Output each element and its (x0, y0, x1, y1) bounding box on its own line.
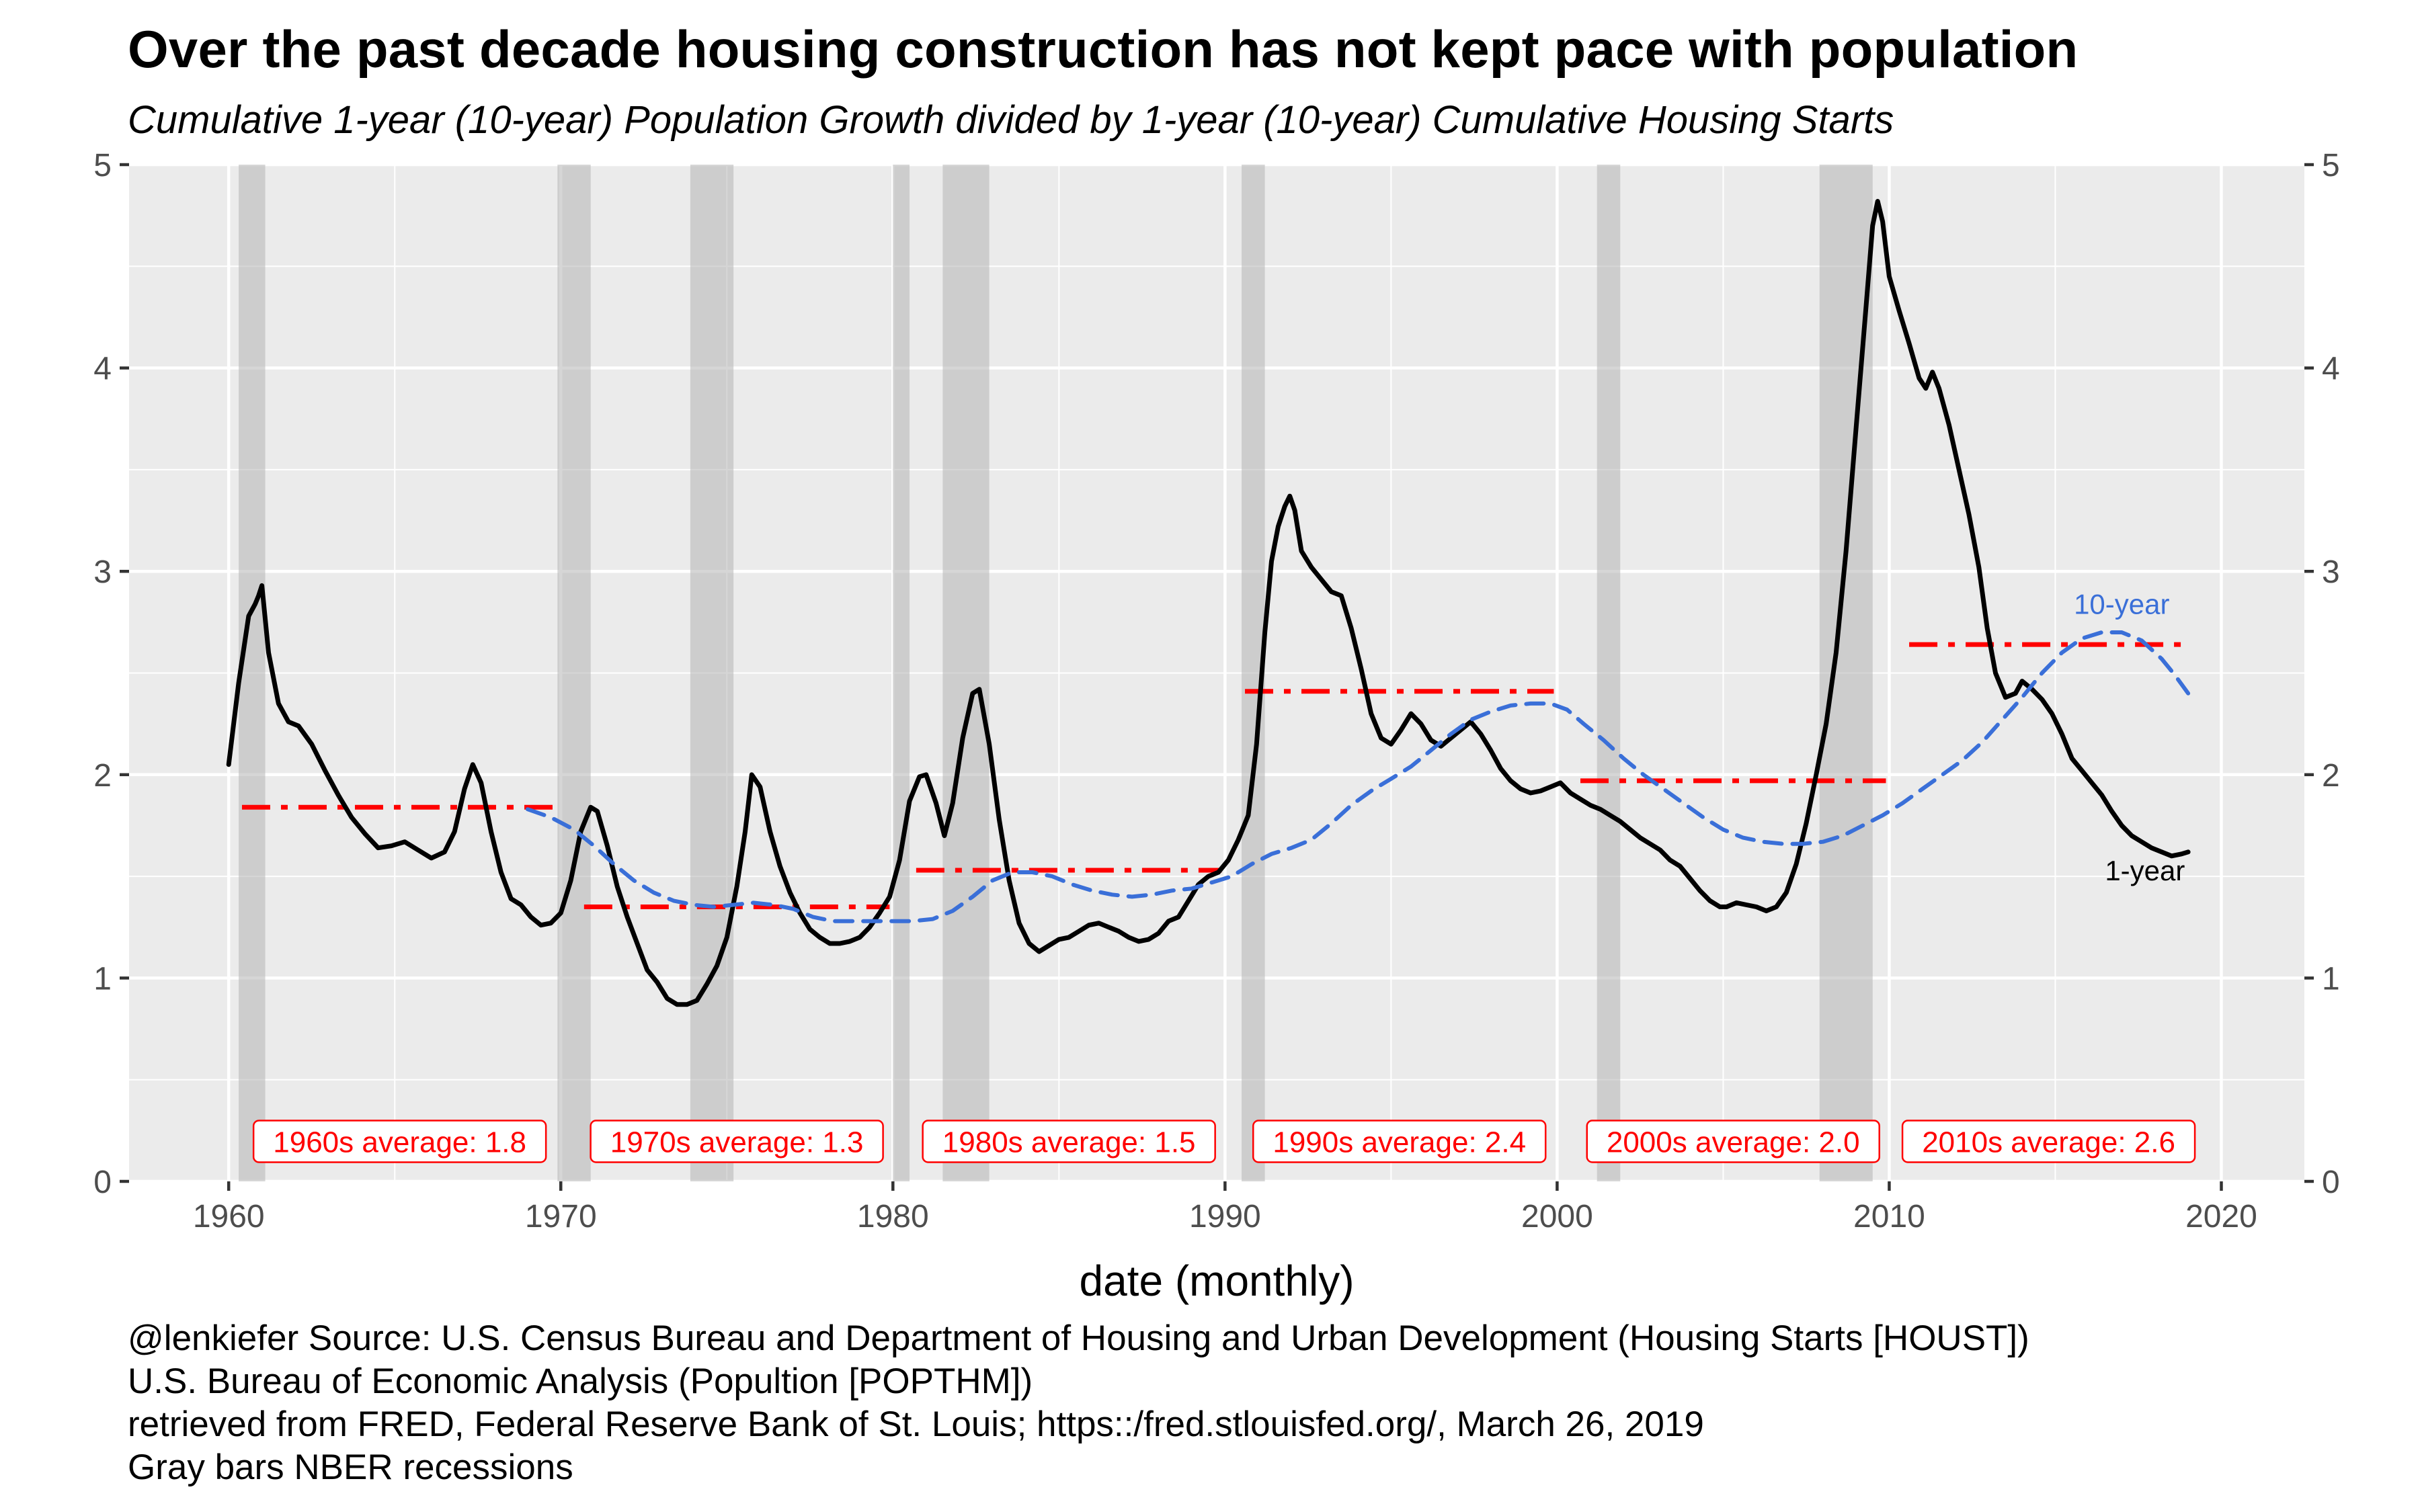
y-tick-label-right: 4 (2322, 351, 2340, 387)
series-line-1-year (226, 199, 2191, 1007)
x-axis-title: date (monthly) (1079, 1257, 1354, 1305)
y-tick-label-left: 0 (93, 1165, 112, 1200)
y-tick-label-left: 3 (93, 554, 112, 590)
decade-average-lines (241, 642, 2189, 909)
caption-line: retrieved from FRED, Federal Reserve Ban… (128, 1404, 1704, 1444)
decade-average-label-box (590, 1120, 884, 1163)
decade-average-label-box (252, 1120, 547, 1163)
decade-average-label-box (1901, 1120, 2196, 1163)
decade-average-label-box (922, 1120, 1216, 1163)
annotation-labels: 1960s average: 1.8 1970s average: 1.3 1980… (252, 589, 2196, 1163)
caption-line: U.S. Bureau of Economic Analysis (Popult… (128, 1361, 1033, 1401)
x-tick-label: 2020 (2185, 1199, 2257, 1234)
y-tick-label-right: 0 (2322, 1165, 2340, 1200)
decade-average-label: 1970s average: 1.3 (610, 1126, 864, 1159)
series-label-1-year: 1-year (2105, 855, 2185, 886)
decade-average-label: 1990s average: 2.4 (1273, 1126, 1526, 1159)
y-tick-label-left: 4 (93, 351, 112, 387)
x-tick-label: 1980 (857, 1199, 929, 1234)
decade-average-label-box (1586, 1120, 1880, 1163)
y-tick-label-left: 1 (93, 961, 112, 997)
y-tick-label-left: 5 (93, 148, 112, 183)
y-tick-label-right: 1 (2322, 961, 2340, 997)
source-caption: @lenkiefer Source: U.S. Census Bureau an… (128, 1317, 2029, 1489)
axes: 0 0 1 1 2 2 3 3 4 4 5 5 1960 1970 1980 1990 2000 2010 2020… (93, 148, 2339, 1305)
decade-average-label: 1960s average: 1.8 (273, 1126, 526, 1159)
decade-average-label: 2000s average: 2.0 (1607, 1126, 1860, 1159)
x-tick-label: 1960 (193, 1199, 265, 1234)
caption-line: Gray bars NBER recessions (128, 1447, 573, 1487)
decade-average-label-box (1252, 1120, 1547, 1163)
x-tick-label: 1970 (525, 1199, 597, 1234)
recession-bar (690, 165, 734, 1181)
decade-average-label: 1980s average: 1.5 (942, 1126, 1196, 1159)
recession-bar (942, 165, 990, 1181)
recession-bar (893, 165, 910, 1181)
y-tick-label-right: 3 (2322, 554, 2340, 590)
series-label-10-year: 10-year (2074, 589, 2169, 620)
x-tick-label: 2000 (1521, 1199, 1593, 1234)
decade-average-label: 2010s average: 2.6 (1922, 1126, 2175, 1159)
series-lines (226, 199, 2191, 1007)
y-tick-label-right: 2 (2322, 758, 2340, 794)
series-line-10-year (525, 630, 2191, 923)
recession-bar (557, 165, 591, 1181)
recession-bar (239, 165, 266, 1181)
recession-bar (1597, 165, 1621, 1181)
chart-title: Over the past decade housing constructio… (128, 19, 2079, 79)
y-tick-label-left: 2 (93, 758, 112, 794)
y-tick-label-right: 5 (2322, 148, 2340, 183)
x-tick-label: 1990 (1189, 1199, 1261, 1234)
caption-line: @lenkiefer Source: U.S. Census Bureau an… (128, 1318, 2029, 1358)
x-tick-label: 2010 (1853, 1199, 1925, 1234)
chart-subtitle: Cumulative 1-year (10-year) Population G… (128, 98, 1894, 142)
